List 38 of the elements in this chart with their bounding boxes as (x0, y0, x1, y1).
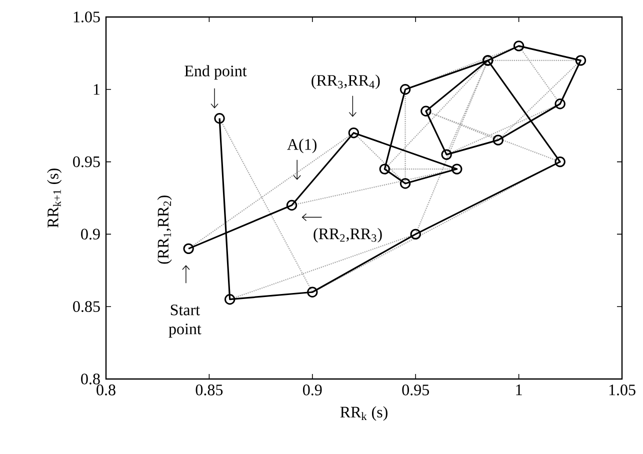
y-axis-title: RR$_{k+1}$ (s) (47, 168, 62, 228)
point (214, 113, 225, 124)
point (554, 156, 566, 168)
y-tick-label: 0.9 (81, 228, 100, 240)
point (307, 286, 318, 298)
x-tick-label: 0.95 (402, 384, 429, 396)
x-tick-label: 0.85 (196, 384, 223, 396)
point (410, 228, 421, 240)
annotation: A(1) (287, 138, 316, 154)
x-tick-label: 1 (516, 384, 522, 396)
point (452, 164, 462, 174)
annotation: End point (184, 65, 247, 80)
y-tick-label: 0.85 (73, 301, 100, 312)
point (492, 134, 504, 146)
x-tick-label: 1.05 (609, 384, 636, 396)
y-tick-label: 1 (94, 84, 100, 95)
point (513, 40, 524, 52)
point (348, 127, 360, 138)
x-tick-label: 0.8 (96, 384, 116, 396)
y-tick-label: 0.95 (73, 156, 100, 168)
annotation: (RR$_{1}$,RR$_{2}$) (157, 196, 172, 264)
point (575, 55, 586, 66)
annotation: (RR$_{2}$,RR$_{3}$) (314, 228, 382, 242)
annotation: (RR$_{3}$,RR$_{4}$) (312, 74, 380, 90)
point (400, 84, 411, 95)
point (420, 106, 432, 116)
point (286, 200, 298, 211)
point (554, 98, 566, 110)
point (400, 178, 411, 189)
point (379, 164, 390, 174)
annotation: Start point (168, 304, 202, 338)
x-tick-label: 0.9 (303, 384, 322, 396)
point (224, 294, 236, 305)
y-tick-label: 0.8 (81, 374, 100, 384)
x-axis-title: RR$_{k}$ (s) (340, 406, 388, 421)
point (183, 243, 194, 254)
point (441, 149, 452, 160)
y-tick-label: 1.05 (74, 12, 100, 22)
